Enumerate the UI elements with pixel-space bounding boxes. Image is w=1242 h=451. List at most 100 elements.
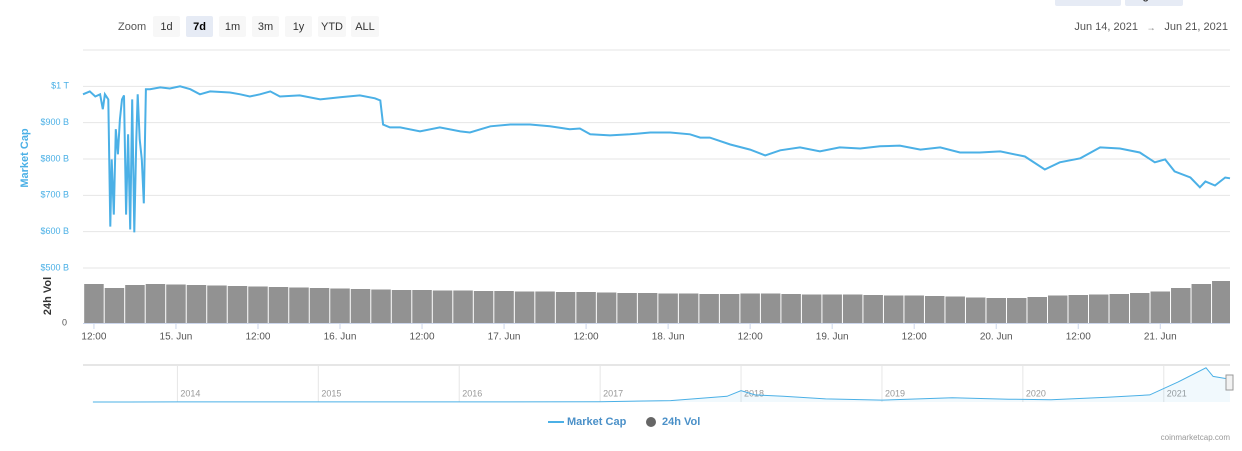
volume-bar [945, 296, 965, 323]
scale-button[interactable] [1055, 0, 1121, 6]
credit: coinmarketcap.com [1161, 433, 1231, 442]
volume-bar [1027, 297, 1047, 323]
y-axis-title: Market Cap [19, 128, 31, 188]
volume-bar [289, 287, 309, 323]
legend-label[interactable]: Market Cap [567, 416, 627, 428]
x-tick-label: 12:00 [574, 332, 599, 343]
zoom-button[interactable] [285, 16, 312, 37]
zoom-button-label[interactable]: 1y [293, 21, 305, 33]
zoom-button[interactable] [351, 16, 379, 37]
volume-bar [145, 284, 166, 323]
volume-bar [883, 295, 904, 323]
volume-bar [658, 293, 678, 323]
volume-bar [617, 293, 637, 323]
volume-bar [84, 284, 104, 323]
zoom-button-label[interactable]: 3m [258, 21, 273, 33]
volume-bar [166, 284, 186, 323]
x-tick-label: 18. Jun [652, 332, 685, 343]
x-tick-label: 15. Jun [160, 332, 193, 343]
zoom-button[interactable] [186, 16, 213, 37]
volume-bar [719, 294, 740, 323]
volume-bar [986, 298, 1006, 323]
zoom-button-label[interactable]: ALL [355, 21, 375, 33]
volume-bar [1047, 295, 1068, 323]
volume-bar [965, 297, 986, 323]
x-tick-label: 12:00 [902, 332, 927, 343]
y2-tick-label: 0 [62, 317, 67, 327]
zoom-button[interactable] [252, 16, 279, 37]
volume-bar [555, 292, 576, 323]
y-tick-label: $600 B [40, 226, 69, 236]
zoom-label: Zoom [118, 21, 146, 33]
navigator-handle[interactable] [1225, 374, 1234, 391]
zoom-button[interactable] [153, 16, 180, 37]
volume-bar [309, 288, 330, 323]
volume-bar [207, 285, 227, 323]
date-from[interactable]: Jun 14, 2021 [1074, 21, 1138, 33]
scale-button-label[interactable]: Linear Scale [1059, 0, 1118, 3]
zoom-button[interactable] [219, 16, 246, 37]
volume-bar [637, 293, 658, 323]
x-tick-label: 21. Jun [1144, 332, 1177, 343]
volume-bar [453, 290, 473, 323]
y-tick-label: $1 T [51, 81, 69, 91]
volume-bar [412, 290, 432, 323]
volume-bar [494, 291, 514, 323]
volume-bar [678, 293, 699, 323]
x-tick-label: 19. Jun [816, 332, 849, 343]
zoom-button[interactable] [318, 16, 346, 37]
x-tick-label: 16. Jun [324, 332, 357, 343]
volume-bar [863, 295, 883, 323]
date-arrow: → [1147, 22, 1156, 32]
volume-bar [801, 294, 822, 323]
volume-bar [1150, 291, 1171, 323]
navigator-label: 2019 [885, 388, 905, 398]
volume-bar [1089, 294, 1109, 323]
scale-button-label[interactable]: Log Scale [1130, 0, 1178, 3]
volume-bar [186, 285, 207, 323]
date-to[interactable]: Jun 21, 2021 [1164, 21, 1228, 33]
volume-bar [740, 293, 760, 323]
volume-bar [1109, 294, 1130, 323]
zoom-button-label[interactable]: YTD [321, 21, 343, 33]
x-tick-label: 20. Jun [980, 332, 1013, 343]
y-tick-label: $700 B [40, 190, 69, 200]
volume-bar [904, 295, 924, 323]
volume-bar [268, 287, 289, 323]
volume-bar [924, 296, 945, 323]
volume-bar [576, 292, 596, 323]
y-tick-label: $900 B [40, 117, 69, 127]
legend-label[interactable]: 24h Vol [662, 416, 700, 428]
volume-bar [842, 294, 863, 323]
volume-bar [514, 291, 535, 323]
navigator-label: 2015 [321, 388, 341, 398]
zoom-button-label[interactable]: 7d [193, 21, 206, 33]
volume-bar [350, 289, 371, 323]
x-tick-label: 12:00 [81, 332, 106, 343]
x-tick-label: 12:00 [245, 332, 270, 343]
scale-button[interactable] [1125, 0, 1183, 6]
navigator-label: 2020 [1026, 388, 1046, 398]
navigator-area [92, 367, 1230, 402]
volume-bar [227, 286, 248, 323]
volume-bar [760, 293, 781, 323]
volume-bar [1191, 284, 1212, 323]
volume-bar [432, 290, 453, 323]
volume-bar [1068, 295, 1089, 323]
zoom-button-label[interactable]: 1m [225, 21, 240, 33]
x-tick-label: 12:00 [738, 332, 763, 343]
navigator-label: 2014 [180, 388, 200, 398]
volume-bar [1130, 293, 1150, 323]
zoom-button-label[interactable]: 1d [160, 21, 172, 33]
volume-bar [1006, 298, 1027, 323]
volume-bar [699, 294, 719, 323]
x-tick-label: 17. Jun [488, 332, 521, 343]
y2-axis-title: 24h Vol [42, 277, 54, 315]
volume-bar [596, 292, 617, 323]
volume-bar [1171, 288, 1191, 323]
volume-bar [104, 288, 125, 323]
volume-bar [781, 294, 801, 323]
x-tick-label: 12:00 [410, 332, 435, 343]
navigator-label: 2016 [462, 388, 482, 398]
